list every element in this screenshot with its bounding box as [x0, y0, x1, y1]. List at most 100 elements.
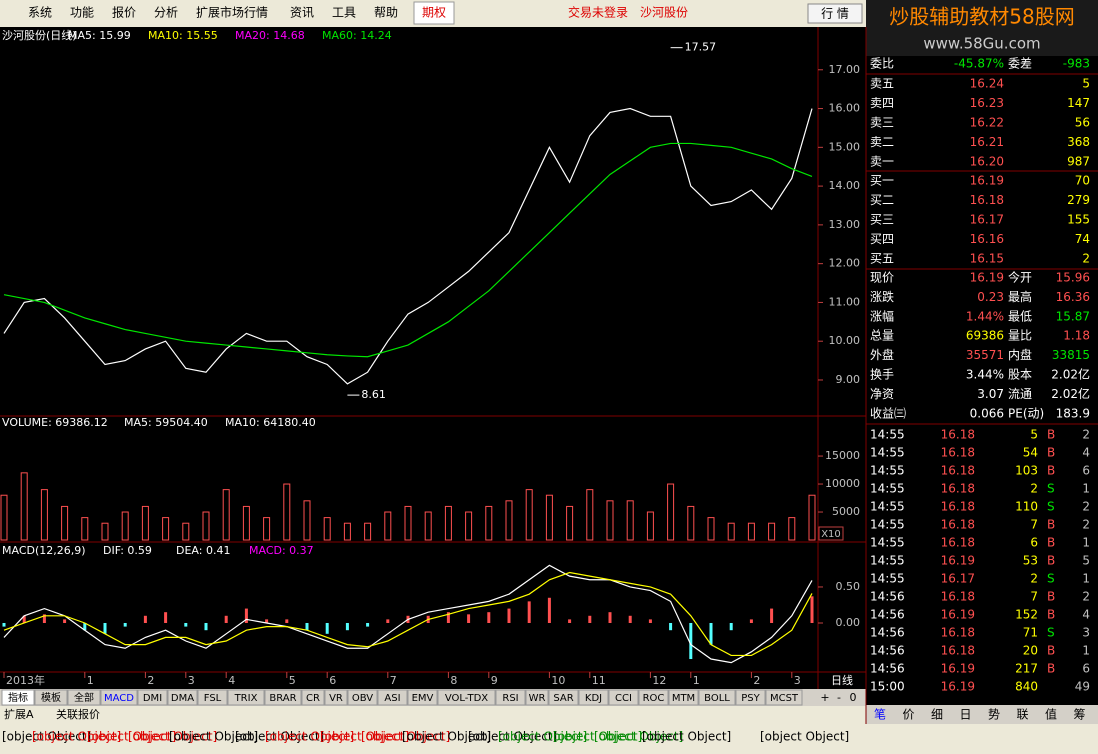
indicator-tab[interactable]	[578, 689, 609, 706]
indicator-tab[interactable]	[167, 689, 198, 706]
side-tab[interactable]: 联	[1016, 708, 1028, 722]
indicator-tab-label[interactable]: EMV	[412, 693, 434, 704]
logo-url: www.58Gu.com	[923, 35, 1040, 53]
indicator-tab[interactable]	[407, 689, 438, 706]
indicator-tab[interactable]	[735, 689, 766, 706]
indicator-tab[interactable]	[698, 689, 736, 706]
indicator-tab-label[interactable]: TRIX	[234, 693, 258, 704]
order-ratio-value: -983	[1063, 57, 1090, 71]
indicator-tab[interactable]	[67, 689, 101, 706]
indicator-tab[interactable]	[437, 689, 496, 706]
indicator-tab[interactable]	[324, 689, 348, 706]
zoom-button[interactable]: +	[820, 691, 829, 704]
book-label: 买二	[870, 193, 894, 207]
macd-bar	[285, 619, 289, 623]
side-tab[interactable]: 笔	[874, 707, 886, 722]
quote-button-label[interactable]: 行 情	[821, 7, 849, 21]
indicator-tab[interactable]	[227, 689, 265, 706]
macd-bar	[2, 622, 6, 627]
indicator-tab[interactable]	[608, 689, 639, 706]
indicator-tab-label[interactable]: FSL	[204, 693, 222, 704]
menu-item[interactable]: 分析	[154, 6, 178, 20]
status-item: [object Object]	[87, 730, 176, 744]
sub-tab[interactable]: 扩展A	[4, 707, 34, 721]
side-tab[interactable]: 势	[988, 708, 1000, 722]
indicator-tab-label[interactable]: PSY	[741, 693, 760, 704]
indicator-tab-label[interactable]: ROC	[643, 693, 665, 704]
indicator-tab-label[interactable]: BOLL	[704, 693, 730, 704]
option-tab[interactable]	[413, 1, 455, 25]
indicator-tab[interactable]	[495, 689, 526, 706]
indicator-tab[interactable]	[264, 689, 302, 706]
indicator-tab-label[interactable]: SAR	[553, 693, 573, 704]
menu-item[interactable]: 工具	[332, 6, 356, 20]
indicator-tab[interactable]	[34, 689, 68, 706]
indicator-tab[interactable]	[548, 689, 579, 706]
indicator-tab[interactable]	[197, 689, 228, 706]
indicator-tab-label[interactable]: CCI	[615, 693, 632, 704]
indicator-tab-label[interactable]: VOL-TDX	[445, 693, 488, 704]
indicator-tab-label[interactable]: 指标	[8, 691, 28, 704]
side-tab[interactable]: 日	[959, 708, 971, 722]
status-item: [object Object]	[594, 730, 683, 744]
quote-value: 35571	[966, 348, 1004, 362]
indicator-tab[interactable]	[100, 689, 138, 706]
option-tab-label[interactable]: 期权	[422, 6, 446, 20]
indicator-tab-label[interactable]: MTM	[672, 693, 695, 704]
indicator-tab[interactable]	[1, 689, 35, 706]
volume-bar	[788, 517, 796, 541]
indicator-tab[interactable]	[377, 689, 408, 706]
indicator-tab[interactable]	[525, 689, 549, 706]
side-tab[interactable]: 价	[902, 708, 914, 722]
indicator-tab-label[interactable]: 全部	[74, 691, 94, 704]
menu-item[interactable]: 报价	[112, 5, 136, 20]
quote-label: 最高	[1008, 289, 1032, 304]
volume-bar	[343, 522, 351, 541]
indicator-tab-label[interactable]: KDJ	[585, 693, 602, 704]
side-tab[interactable]: 细	[931, 708, 943, 722]
indicator-tab-label[interactable]: MCST	[770, 693, 799, 704]
menu-item[interactable]: 功能	[70, 6, 94, 20]
side-tab[interactable]: 值	[1045, 707, 1057, 722]
indicator-tab-label[interactable]: BRAR	[269, 693, 296, 704]
quote-button[interactable]	[807, 3, 863, 24]
zoom-button[interactable]: 0	[850, 691, 857, 704]
indicator-tab[interactable]	[301, 689, 325, 706]
x-tick-label: 6	[329, 674, 336, 687]
menu-item[interactable]: 帮助	[374, 6, 398, 20]
indicator-tab[interactable]	[347, 689, 378, 706]
menu-item[interactable]: 资讯	[290, 6, 314, 20]
menu-item[interactable]: 系统	[28, 6, 52, 20]
trade-price: 16.19	[941, 680, 975, 694]
panel-header: MA60: 14.24	[322, 29, 392, 42]
indicator-tab-label[interactable]: ASI	[384, 693, 400, 704]
x-tick-label: 11	[592, 674, 606, 687]
trade-count: 2	[1082, 518, 1090, 532]
trade-price: 16.19	[941, 662, 975, 676]
side-tab[interactable]: 筹	[1073, 708, 1085, 722]
quote-label: 量比	[1008, 329, 1032, 343]
menu-item[interactable]: 扩展市场行情	[196, 5, 268, 20]
indicator-tab[interactable]	[638, 689, 669, 706]
indicator-tab[interactable]	[137, 689, 168, 706]
trade-time: 14:55	[870, 572, 905, 586]
indicator-tab-label[interactable]: RSI	[502, 693, 518, 704]
indicator-tab-label[interactable]: MACD	[104, 693, 134, 704]
indicator-tab-label[interactable]: VR	[329, 693, 343, 704]
volume-bar	[646, 511, 654, 541]
volume-bar	[808, 494, 816, 541]
indicator-tab-label[interactable]: DMI	[143, 693, 162, 704]
book-price: 16.24	[970, 77, 1004, 91]
indicator-tab-label[interactable]: 模板	[41, 691, 61, 704]
indicator-tab[interactable]	[765, 689, 803, 706]
zoom-button[interactable]: -	[837, 691, 841, 704]
indicator-tab-label[interactable]: OBV	[352, 693, 373, 704]
volume-bar	[485, 505, 493, 541]
y-tick-label: 10000	[825, 477, 860, 490]
indicator-tab[interactable]	[668, 689, 699, 706]
indicator-tab-label[interactable]: DMA	[171, 693, 194, 704]
indicator-tab-label[interactable]: CR	[306, 693, 320, 704]
sub-tab[interactable]: 关联报价	[56, 707, 100, 721]
indicator-tab-label[interactable]: WR	[529, 693, 546, 704]
trade-volume: 2	[1030, 572, 1038, 586]
